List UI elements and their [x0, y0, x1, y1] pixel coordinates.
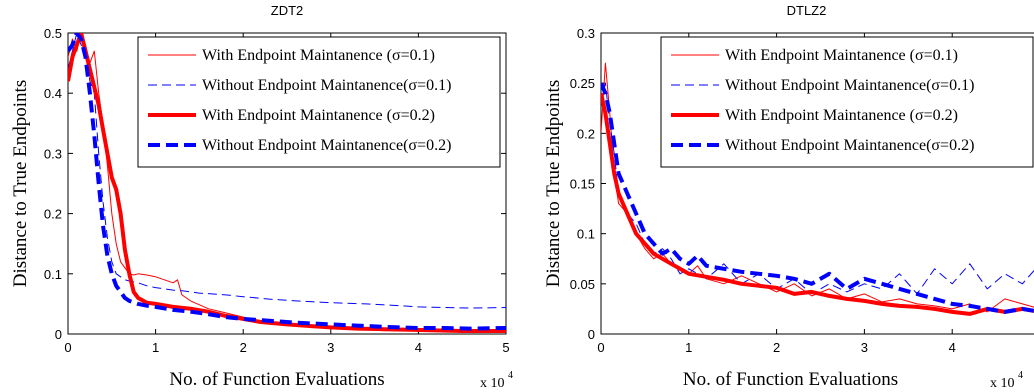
legend-box	[137, 36, 501, 168]
y-tick-label: 0.05	[570, 277, 595, 292]
series-group	[68, 33, 506, 333]
series-line-3	[68, 33, 506, 333]
x-tick-label: 0	[597, 340, 604, 355]
x-tick-label: 1	[152, 340, 159, 355]
x-tick-label: 4	[949, 340, 956, 355]
y-axis-label: Distance to True Endpoints	[10, 80, 31, 287]
legend-label-3: With Endpoint Maintanence (σ=0.2)	[202, 107, 435, 124]
legend-label-2: Without Endpoint Maintanence(σ=0.1)	[725, 77, 974, 94]
x-tick-label: 4	[415, 340, 422, 355]
y-tick-label: 0.3	[577, 26, 595, 41]
y-axis-label: Distance to True Endpoints	[543, 80, 564, 287]
y-tick-label: 0.2	[577, 126, 595, 141]
x-multiplier-exponent: 4	[508, 370, 513, 381]
y-tick-label: 0.1	[577, 227, 595, 242]
y-tick-label: 0.2	[44, 207, 62, 222]
x-tick-label: 3	[327, 340, 334, 355]
chart-title: DTLZ2	[787, 3, 827, 18]
x-tick-label: 3	[861, 340, 868, 355]
chart-panel-1: ZDT2 0 1 2 3 4 5 0 0.1 0.2 0.3 0.4 0.5 No. of Functio…	[10, 3, 513, 391]
legend-box	[660, 36, 1034, 168]
y-tick-label: 0	[588, 327, 595, 342]
x-multiplier: x 10	[990, 376, 1015, 391]
series-group	[601, 62, 1034, 316]
legend-label-4: Without Endpoint Maintanence(σ=0.2)	[725, 137, 974, 154]
legend-label-1: With Endpoint Maintanence (σ=0.1)	[202, 47, 435, 64]
x-tick-label: 2	[773, 340, 780, 355]
x-multiplier: x 10	[480, 376, 505, 391]
series-line-2	[68, 33, 506, 309]
y-tick-label: 0	[55, 327, 62, 342]
legend: With Endpoint Maintanence (σ=0.1) Without…	[137, 36, 501, 168]
x-tick-label: 5	[502, 340, 509, 355]
x-axis-label: No. of Function Evaluations	[683, 369, 898, 390]
y-tick-label: 0.3	[44, 146, 62, 161]
chart-title: ZDT2	[271, 3, 304, 18]
legend-label-1: With Endpoint Maintanence (σ=0.1)	[725, 47, 958, 64]
legend-label-2: Without Endpoint Maintanence(σ=0.1)	[202, 77, 451, 94]
x-tick-label: 0	[64, 340, 71, 355]
legend: With Endpoint Maintanence (σ=0.1) Without…	[660, 36, 1034, 168]
y-tick-label: 0.1	[44, 267, 62, 282]
x-axis-label: No. of Function Evaluations	[169, 369, 384, 390]
x-tick-label: 2	[240, 340, 247, 355]
x-multiplier-exponent: 4	[1018, 370, 1023, 381]
y-tick-label: 0.5	[44, 26, 62, 41]
x-tick-label: 1	[685, 340, 692, 355]
legend-label-3: With Endpoint Maintanence (σ=0.2)	[725, 107, 958, 124]
legend-label-4: Without Endpoint Maintanence(σ=0.2)	[202, 137, 451, 154]
series-line-4	[601, 82, 1034, 314]
y-tick-label: 0.4	[44, 86, 62, 101]
series-line-4	[68, 33, 506, 331]
y-tick-label: 0.15	[570, 177, 595, 192]
y-tick-label: 0.25	[570, 76, 595, 91]
chart-panel-2: DTLZ2 0 1 2 3 4 0 0.05 0.1 0.15 0.2 0.25 0.3 No. of F…	[543, 3, 1034, 391]
series-line-3	[601, 92, 1034, 316]
